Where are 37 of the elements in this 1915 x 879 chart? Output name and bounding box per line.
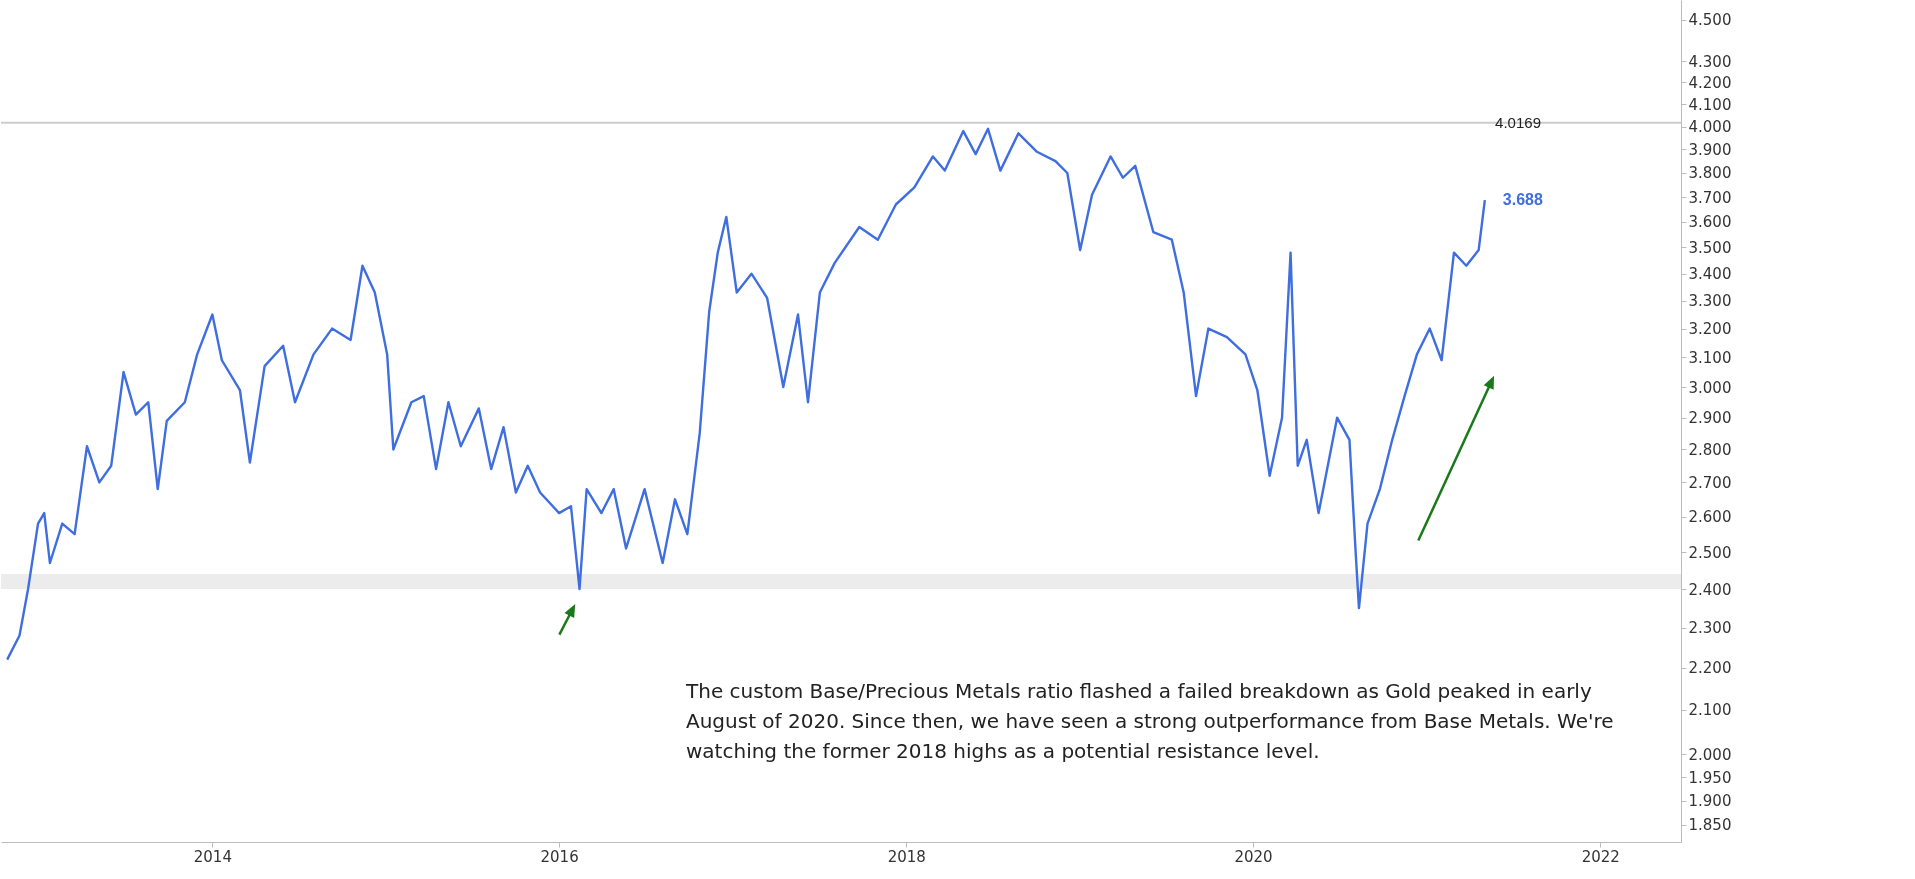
y-tick-label: 3.400 bbox=[1688, 265, 1732, 284]
y-tick-label: 2.200 bbox=[1688, 659, 1732, 678]
y-tick-label: 2.100 bbox=[1688, 701, 1732, 720]
y-tick-label: 2.500 bbox=[1688, 543, 1732, 562]
y-tick-label: 3.800 bbox=[1688, 164, 1732, 183]
y-tick-label: 2.700 bbox=[1688, 473, 1732, 492]
y-tick-label: 2.600 bbox=[1688, 508, 1732, 527]
y-tick-label: 3.200 bbox=[1688, 320, 1732, 339]
line-series bbox=[5, 127, 1487, 661]
y-tick-label: 1.950 bbox=[1688, 768, 1732, 787]
ref-line-label: 4.0169 bbox=[1495, 113, 1541, 131]
y-tick-label: 3.700 bbox=[1688, 188, 1732, 207]
y-tick-label: 4.000 bbox=[1688, 118, 1732, 137]
annotation: The custom Base/Precious Metals ratio flashed a failed breakdown as Gold peaked in early August of 2020. Since then, we have seen a strong outperformance from Base Metals. We're watching the former 2018 highs as a potential resistance level. bbox=[686, 678, 1615, 765]
y-tick-label: 4.100 bbox=[1688, 95, 1732, 114]
y-tick-label: 1.850 bbox=[1688, 816, 1732, 835]
y-tick-label: 2.000 bbox=[1688, 745, 1732, 764]
y-tick-label: 3.900 bbox=[1688, 140, 1732, 159]
y-tick-label: 1.900 bbox=[1688, 792, 1732, 811]
annotation: 3.688 bbox=[1502, 191, 1543, 209]
y-tick-label: 2.900 bbox=[1688, 409, 1732, 428]
y-tick-label: 4.300 bbox=[1688, 52, 1732, 71]
y-tick-label: 2.300 bbox=[1688, 619, 1732, 638]
x-tick-label: 2016 bbox=[540, 847, 579, 866]
x-tick-label: 2014 bbox=[193, 847, 232, 866]
y-tick-label: 3.500 bbox=[1688, 238, 1732, 257]
x-tick-label: 2022 bbox=[1581, 847, 1620, 866]
x-tick-label: 2018 bbox=[887, 847, 926, 866]
x-tick-label: 2020 bbox=[1234, 847, 1273, 866]
y-tick-label: 2.400 bbox=[1688, 580, 1732, 599]
y-tick-label: 4.200 bbox=[1688, 73, 1732, 92]
y-tick-label: 2.800 bbox=[1688, 440, 1732, 459]
y-tick-label: 3.600 bbox=[1688, 213, 1732, 232]
y-tick-label: 3.300 bbox=[1688, 292, 1732, 311]
y-tick-label: 3.000 bbox=[1688, 378, 1732, 397]
y-tick-label: 4.500 bbox=[1688, 11, 1732, 30]
y-tick-label: 3.100 bbox=[1688, 348, 1732, 367]
